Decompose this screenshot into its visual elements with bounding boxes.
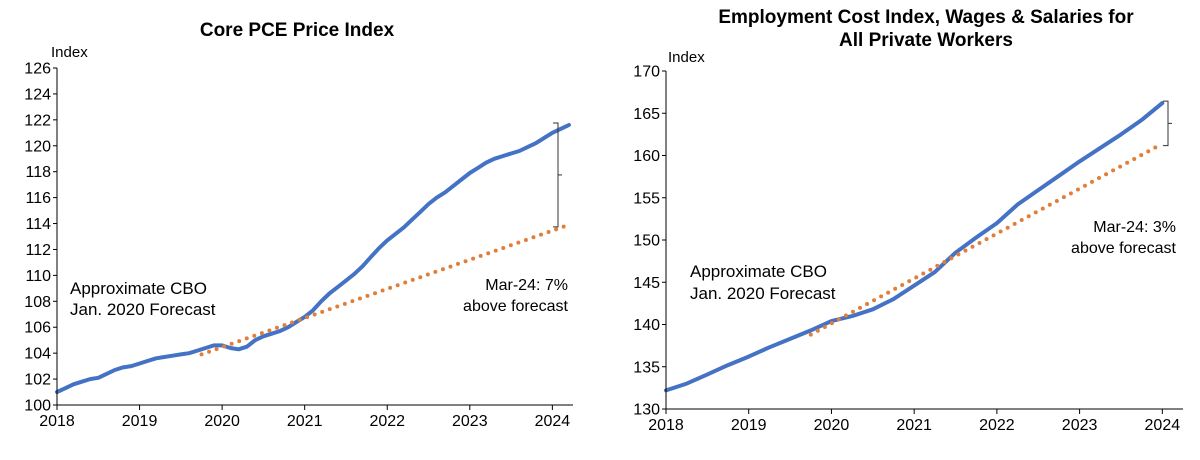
x-tick-label: 2018 — [648, 417, 684, 434]
gap-label-line-2: above forecast — [463, 298, 569, 315]
y-tick-label: 116 — [25, 190, 51, 207]
y-tick-label: 150 — [633, 233, 660, 250]
y-tick-label: 120 — [24, 138, 51, 155]
x-tick-label: 2024 — [1145, 417, 1181, 434]
forecast-line — [199, 222, 571, 357]
y-tick-label: 140 — [633, 317, 660, 334]
x-tick-label: 2020 — [814, 417, 850, 434]
y-tick-label: 118 — [25, 164, 51, 181]
x-tick-label: 2022 — [369, 413, 405, 430]
y-tick-label: 130 — [633, 402, 660, 419]
y-tick-label: 102 — [24, 372, 51, 389]
actual-line — [664, 101, 1165, 393]
y-axis: 100 102 104 106 108 110 112 114 116 118 120 122 124 1… — [24, 61, 57, 415]
x-axis: 2018 2019 2020 2021 2022 2023 2024 — [39, 405, 570, 430]
y-tick-label: 145 — [633, 275, 660, 292]
chart-title-line-2: All Private Workers — [839, 30, 1013, 51]
eci-wages-chart: Employment Cost Index, Wages & Salaries … — [633, 7, 1183, 434]
gap-bracket — [553, 122, 562, 228]
x-tick-label: 2023 — [452, 413, 488, 430]
actual-line — [55, 123, 571, 394]
bracket-line — [1163, 100, 1169, 147]
y-axis-unit-label: Index — [51, 44, 88, 61]
x-tick-label: 2019 — [731, 417, 767, 434]
y-tick-label: 160 — [633, 148, 660, 165]
forecast-label-line-2: Jan. 2020 Forecast — [70, 300, 216, 319]
y-tick-label: 155 — [633, 190, 660, 207]
y-axis-unit-label: Index — [668, 49, 705, 66]
x-tick-label: 2020 — [204, 413, 240, 430]
y-tick-label: 106 — [24, 320, 51, 337]
x-tick-label: 2021 — [287, 413, 323, 430]
y-tick-label: 165 — [633, 106, 660, 123]
gap-label-line-1: Mar-24: 3% — [1093, 219, 1176, 236]
x-tick-label: 2018 — [39, 413, 75, 430]
x-tick-label: 2022 — [979, 417, 1015, 434]
core-pce-chart: Core PCE Price Index Index 1001021041061… — [24, 20, 573, 430]
y-axis: 130 135 140 145 150 155 160 165 170 — [633, 64, 666, 419]
y-tick-label: 170 — [633, 64, 660, 81]
y-tick-label: 122 — [24, 112, 51, 129]
y-tick-label: 126 — [24, 61, 51, 78]
y-tick-label: 104 — [24, 346, 51, 363]
series-group — [664, 101, 1165, 393]
x-tick-label: 2021 — [896, 417, 932, 434]
y-tick-label: 110 — [25, 268, 51, 285]
y-tick-label: 112 — [25, 242, 51, 259]
y-tick-label: 124 — [24, 86, 51, 103]
x-tick-label: 2024 — [535, 413, 571, 430]
forecast-line — [808, 141, 1165, 337]
forecast-label-line-1: Approximate CBO — [690, 262, 827, 281]
x-tick-label: 2019 — [122, 413, 158, 430]
series-group — [55, 123, 571, 394]
chart-title-line-1: Employment Cost Index, Wages & Salaries … — [718, 7, 1134, 28]
gap-label-line-2: above forecast — [1071, 240, 1177, 257]
forecast-label-line-1: Approximate CBO — [70, 279, 207, 298]
bracket-line — [553, 122, 559, 228]
gap-label-line-1: Mar-24: 7% — [485, 277, 568, 294]
x-tick-label: 2023 — [1062, 417, 1098, 434]
x-axis: 2018 2019 2020 2021 2022 2023 2024 — [648, 409, 1180, 434]
y-tick-label: 114 — [25, 216, 51, 233]
y-tick-label: 108 — [24, 294, 51, 311]
chart-title: Core PCE Price Index — [200, 20, 395, 41]
forecast-label-line-2: Jan. 2020 Forecast — [690, 284, 836, 303]
y-tick-label: 100 — [24, 398, 51, 415]
y-tick-label: 135 — [633, 359, 660, 376]
gap-bracket — [1163, 100, 1172, 147]
